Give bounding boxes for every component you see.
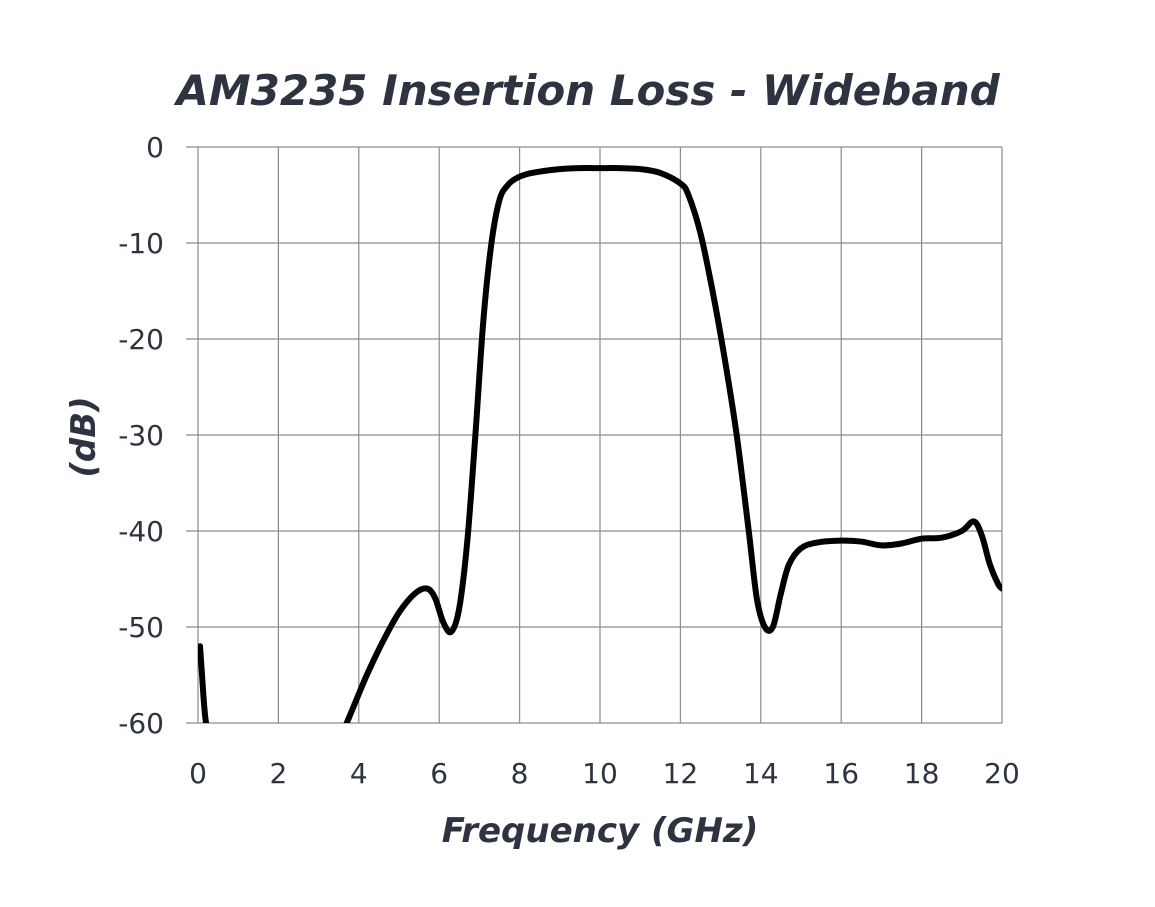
- x-tick-label: 0: [189, 757, 207, 790]
- x-tick-label: 6: [430, 757, 448, 790]
- y-tick-label: -60: [118, 707, 164, 740]
- x-tick-label: 2: [269, 757, 287, 790]
- chart-title: AM3235 Insertion Loss - Wideband: [173, 66, 1000, 115]
- x-tick-label: 20: [984, 757, 1020, 790]
- x-tick-labels: 0 2 4 6 8 10 12 14 16 18 20: [189, 757, 1020, 790]
- x-tick-label: 16: [823, 757, 859, 790]
- y-tick-label: -20: [118, 323, 164, 356]
- x-axis-label: Frequency (GHz): [442, 811, 759, 851]
- y-axis-label: (dB): [64, 396, 104, 477]
- x-tick-label: 18: [904, 757, 940, 790]
- series-line-segment-2: [343, 165, 1002, 723]
- y-tick-label: -10: [118, 227, 164, 260]
- series-layer: [198, 165, 1002, 723]
- x-tick-label: 4: [350, 757, 368, 790]
- y-tick-label: 0: [146, 131, 164, 164]
- y-tick-labels: 0 -10 -20 -30 -40 -50 -60: [118, 131, 164, 740]
- x-tick-label: 8: [511, 757, 529, 790]
- y-tick-label: -50: [118, 611, 164, 644]
- series-line-segment-1: [198, 643, 210, 723]
- x-tick-label: 14: [743, 757, 779, 790]
- grid: [186, 146, 1003, 724]
- x-tick-label: 12: [663, 757, 699, 790]
- y-tick-label: -40: [118, 515, 164, 548]
- y-tick-label: -30: [118, 419, 164, 452]
- x-tick-label: 10: [582, 757, 618, 790]
